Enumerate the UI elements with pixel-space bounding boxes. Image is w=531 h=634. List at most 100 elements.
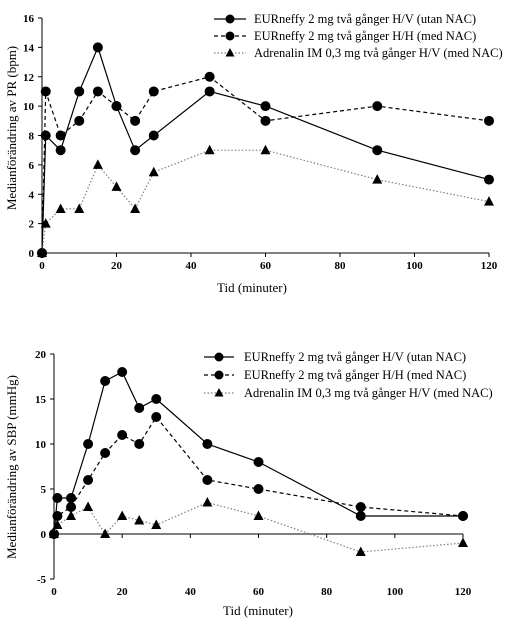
pr-y-tick-label: 14 xyxy=(23,42,35,54)
pr-legend-label-2: EURneffy 2 mg två gånger H/H (med NAC) xyxy=(254,29,476,43)
pr-legend-label-1: EURneffy 2 mg två gånger H/V (utan NAC) xyxy=(254,12,476,26)
sbp-x-tick-label: 40 xyxy=(185,586,197,598)
sbp-series-3-point xyxy=(253,510,264,520)
pr-series-1-point xyxy=(260,101,271,112)
sbp-series-2-point xyxy=(52,511,63,521)
pr-x-tick-label: 0 xyxy=(39,260,45,272)
sbp-series-2-point xyxy=(66,502,77,512)
pr-y-tick-label: 0 xyxy=(29,248,35,260)
sbp-series-1-point xyxy=(100,376,111,386)
pr-y-tick-label: 8 xyxy=(29,131,35,143)
sbp-series-3-point xyxy=(202,497,213,507)
pr-series-2-point xyxy=(55,130,66,141)
sbp-series-1-point xyxy=(117,367,128,377)
pr-series-3-point xyxy=(260,144,271,155)
pr-series-1-point xyxy=(484,174,494,185)
pr-series-3-point xyxy=(484,196,494,206)
pr-y-tick-label: 10 xyxy=(23,101,35,113)
sbp-series-3-point xyxy=(117,510,128,520)
pr-series-3-line xyxy=(41,149,490,254)
pr-series-3-point xyxy=(372,174,383,184)
pr-series-2-line xyxy=(41,76,490,254)
sbp-chart-ylabel: Medianförändring av SBP (mmHg) xyxy=(4,375,19,559)
pr-series-2-point xyxy=(74,115,85,126)
sbp-series-2-point xyxy=(134,439,145,449)
sbp-series-3-point xyxy=(100,528,111,538)
sbp-series-2-point xyxy=(253,484,264,494)
sbp-series-1-point xyxy=(253,457,264,467)
pr-series-1-point xyxy=(204,86,215,97)
sbp-series-3-point xyxy=(49,528,59,538)
pr-series-3-point xyxy=(148,166,159,177)
sbp-x-tick-label: 80 xyxy=(321,586,333,598)
pr-series-1-point xyxy=(130,145,141,156)
pr-series-3-point xyxy=(74,203,85,213)
sbp-series-1-point xyxy=(151,394,162,404)
pr-legend-marker-1 xyxy=(225,14,235,24)
sbp-chart: Medianförändring av SBP (mmHg) Tid (minu… xyxy=(4,349,493,618)
sbp-y-tick-label: 15 xyxy=(35,394,47,406)
pr-series-2-point xyxy=(260,115,271,126)
sbp-series-1-point xyxy=(134,403,145,413)
sbp-y-tick-label: -5 xyxy=(37,574,47,586)
sbp-series-2-point xyxy=(100,448,111,458)
pr-y-tick-label: 16 xyxy=(23,13,35,25)
pr-x-tick-label: 40 xyxy=(186,260,198,272)
sbp-series-3-point xyxy=(458,537,468,547)
sbp-legend-label-2: EURneffy 2 mg två gånger H/H (med NAC) xyxy=(244,368,466,382)
pr-legend-marker-2 xyxy=(225,31,235,41)
pr-series-2-point xyxy=(204,71,215,82)
sbp-x-tick-label: 0 xyxy=(51,586,57,598)
pr-series-1-point xyxy=(40,130,51,141)
pr-series-1-point xyxy=(92,42,103,53)
pr-series-2-point xyxy=(111,101,122,112)
sbp-y-tick-label: 20 xyxy=(35,349,47,361)
pr-series-3-point xyxy=(130,203,141,213)
pr-series-3-point xyxy=(92,159,103,169)
pr-y-tick-label: 6 xyxy=(29,160,35,172)
pr-series-1-point xyxy=(372,145,383,156)
sbp-chart-xlabel: Tid (minuter) xyxy=(223,603,293,618)
pr-series-1-point xyxy=(74,86,85,97)
pr-chart-ylabel: Medianförändring av PR (bpm) xyxy=(4,46,19,210)
sbp-legend-marker-2 xyxy=(214,370,224,380)
sbp-legend-label-1: EURneffy 2 mg två gånger H/V (utan NAC) xyxy=(244,350,466,364)
sbp-series-3-point xyxy=(83,501,94,511)
sbp-series-1-point xyxy=(355,511,366,521)
pr-series-2-point xyxy=(130,115,141,126)
sbp-series-2-point xyxy=(355,502,366,512)
pr-series-1-point xyxy=(148,130,159,141)
sbp-y-tick-label: 5 xyxy=(41,484,47,496)
sbp-series-1-point xyxy=(83,439,94,449)
pr-x-tick-label: 100 xyxy=(406,260,423,272)
sbp-series-3-line xyxy=(53,501,464,553)
pr-series-1-point xyxy=(55,145,66,156)
sbp-series-3-point xyxy=(151,519,162,529)
sbp-y-tick-label: 10 xyxy=(35,439,47,451)
pr-series-3-point xyxy=(40,218,51,228)
sbp-series-2-point xyxy=(117,430,128,440)
pr-x-tick-label: 80 xyxy=(335,260,347,272)
sbp-legend-marker-1 xyxy=(214,352,224,362)
pr-series-3-point xyxy=(111,181,122,191)
sbp-series-2-point xyxy=(83,475,94,485)
pr-x-tick-label: 120 xyxy=(481,260,498,272)
sbp-legend-label-3: Adrenalin IM 0,3 mg två gånger H/V (med … xyxy=(244,386,493,400)
sbp-legend-marker-3 xyxy=(214,388,224,397)
sbp-series-2-point xyxy=(202,475,213,485)
sbp-series-3-point xyxy=(66,510,77,520)
sbp-x-tick-label: 20 xyxy=(117,586,129,598)
sbp-series-3-point xyxy=(134,515,145,525)
pr-series-3-point xyxy=(37,247,47,257)
sbp-x-tick-label: 60 xyxy=(253,586,265,598)
pr-chart: Medianförändring av PR (bpm) Tid (minute… xyxy=(4,12,503,295)
sbp-series-2-point xyxy=(458,511,468,521)
pr-series-2-point xyxy=(484,115,494,126)
sbp-series-2-point xyxy=(151,412,162,422)
pr-y-tick-label: 12 xyxy=(23,72,35,84)
sbp-series-1-point xyxy=(66,493,77,503)
pr-x-tick-label: 60 xyxy=(260,260,272,272)
pr-legend-marker-3 xyxy=(225,48,235,57)
pr-x-tick-label: 20 xyxy=(111,260,123,272)
